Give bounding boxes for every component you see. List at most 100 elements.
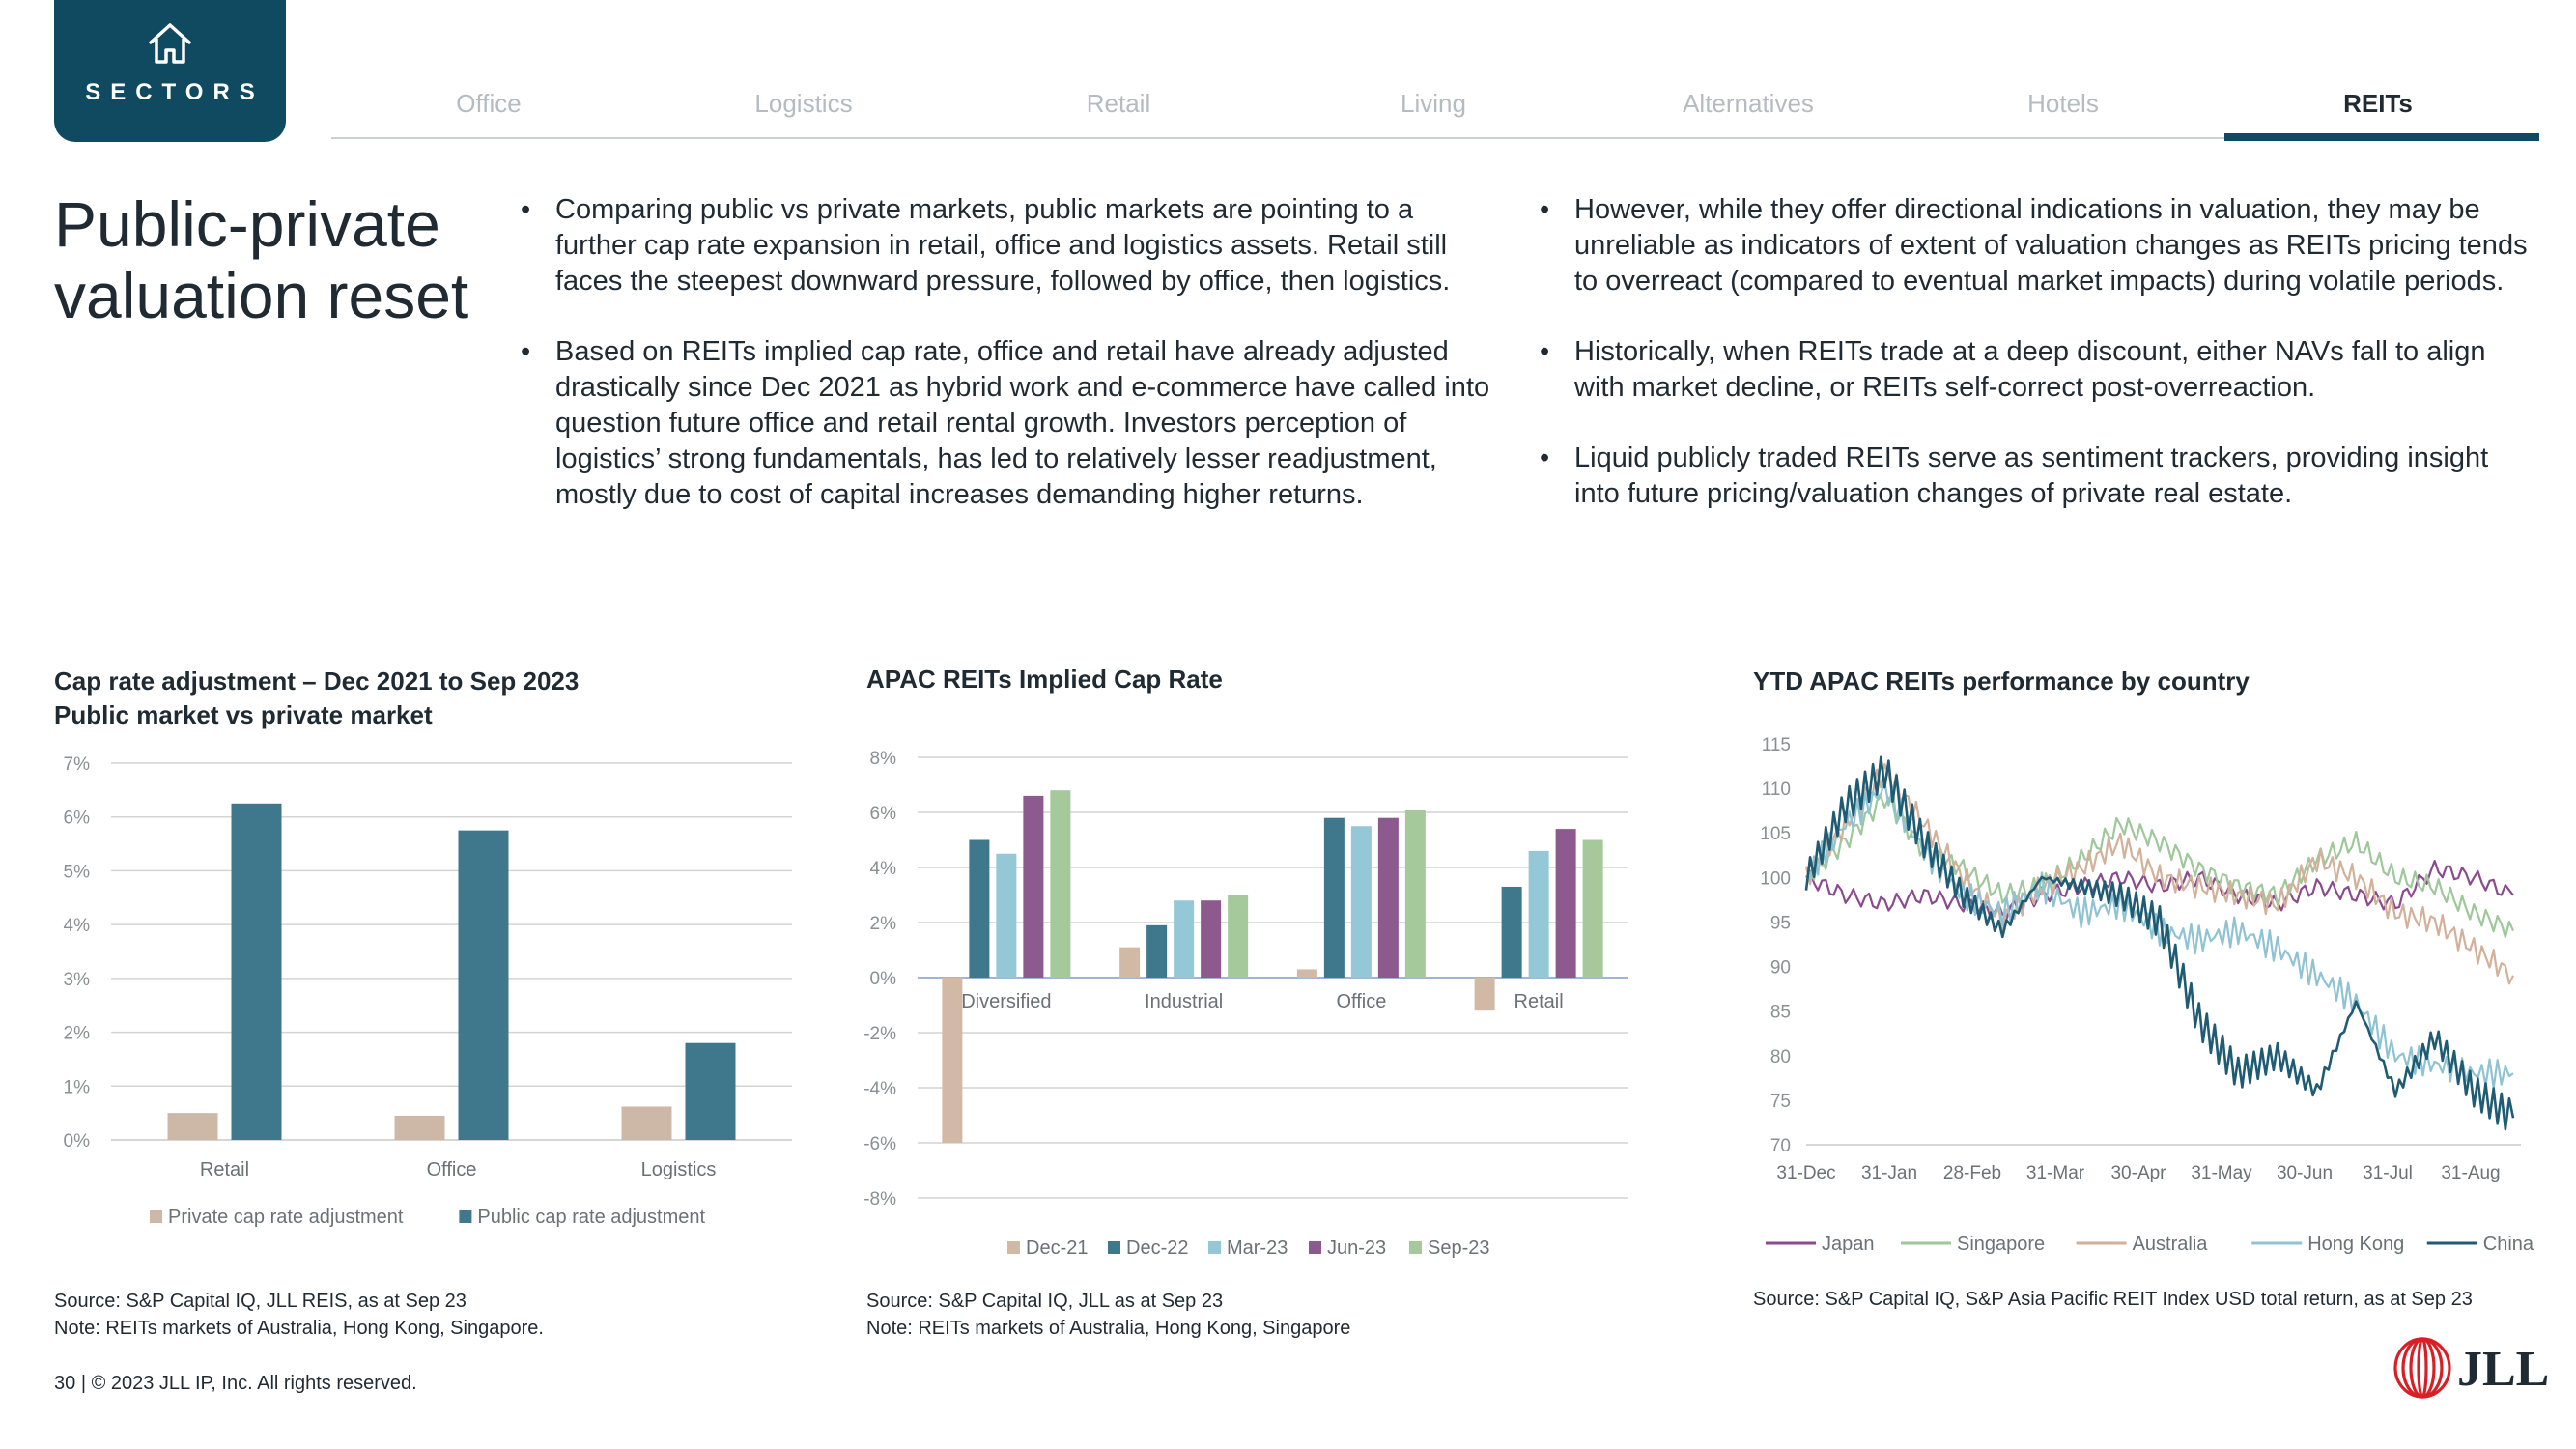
legend-label: Australia bbox=[2133, 1234, 2209, 1255]
x-tick-label: 31-Mar bbox=[2026, 1163, 2085, 1183]
y-tick-label: 8% bbox=[870, 749, 897, 769]
legend-label: Public cap rate adjustment bbox=[477, 1207, 705, 1228]
tab-hotels[interactable]: Hotels bbox=[2027, 89, 2099, 118]
x-tick-label: 28-Feb bbox=[1943, 1163, 2001, 1183]
bar bbox=[394, 1115, 445, 1140]
legend-label: Singapore bbox=[1957, 1234, 2045, 1255]
y-tick-label: 3% bbox=[64, 970, 91, 990]
y-tick-label: 110 bbox=[1762, 780, 1791, 800]
y-tick-label: 90 bbox=[1770, 958, 1791, 979]
bar bbox=[1528, 850, 1549, 978]
y-tick-label: 80 bbox=[1770, 1047, 1791, 1067]
bar bbox=[1377, 817, 1399, 978]
bar bbox=[458, 830, 509, 1140]
tab-reits[interactable]: REITs bbox=[2343, 89, 2413, 118]
legend-swatch bbox=[1108, 1241, 1120, 1254]
y-tick-label: 0% bbox=[64, 1131, 91, 1151]
footer: 30 | © 2023 JLL IP, Inc. All rights rese… bbox=[54, 1373, 417, 1395]
legend-swatch bbox=[1007, 1241, 1020, 1254]
x-tick-label: Diversified bbox=[961, 991, 1051, 1012]
y-tick-label: -4% bbox=[863, 1079, 896, 1099]
bar bbox=[621, 1106, 672, 1140]
y-tick-label: 6% bbox=[64, 809, 91, 829]
chart3-ytd-reits-performance: 70 75 80 85 90 95 100 105 110 115 31-Dec 31-Jan 28-F… bbox=[1760, 735, 2534, 1255]
y-tick-label: -2% bbox=[863, 1024, 896, 1044]
legend-swatch bbox=[1409, 1241, 1422, 1254]
y-tick-label: 115 bbox=[1762, 735, 1791, 755]
legend-swatch bbox=[1309, 1241, 1321, 1254]
chart2-source-line: Source: S&P Capital IQ, JLL as at Sep 23 bbox=[866, 1291, 1224, 1312]
chart1-note-line: Note: REITs markets of Australia, Hong K… bbox=[54, 1318, 544, 1339]
x-tick-label: 31-May bbox=[2191, 1163, 2252, 1183]
bar bbox=[942, 978, 963, 1143]
bar bbox=[1050, 790, 1071, 978]
y-tick-label: 5% bbox=[64, 862, 91, 882]
jll-logo-text: JLL bbox=[2457, 1342, 2550, 1397]
series-line bbox=[1804, 763, 2514, 985]
tab-alternatives[interactable]: Alternatives bbox=[1683, 89, 1814, 118]
y-tick-label: 1% bbox=[64, 1077, 91, 1097]
x-tick-label: Office bbox=[427, 1159, 477, 1180]
footer-separator: | bbox=[80, 1373, 92, 1394]
bar bbox=[1119, 947, 1141, 978]
series-line bbox=[1804, 755, 2515, 1131]
bar bbox=[1501, 886, 1522, 978]
tab-retail[interactable]: Retail bbox=[1086, 89, 1151, 118]
chart2-source: Source: S&P Capital IQ, JLL as at Sep 23… bbox=[866, 1288, 1350, 1342]
tab-divider bbox=[331, 137, 2538, 139]
bar bbox=[1555, 829, 1576, 978]
x-tick-label: 30-Jun bbox=[2277, 1163, 2333, 1183]
y-tick-label: 4% bbox=[64, 916, 91, 936]
chart2-note-line: Note: REITs markets of Australia, Hong K… bbox=[866, 1318, 1351, 1339]
legend-label: Private cap rate adjustment bbox=[168, 1207, 404, 1228]
bullet-item: Based on REITs implied cap rate, office … bbox=[517, 334, 1492, 513]
tab-logistics[interactable]: Logistics bbox=[754, 89, 853, 118]
x-tick-label: Retail bbox=[200, 1159, 249, 1180]
bar bbox=[1582, 839, 1603, 978]
jll-logo: JLL bbox=[2390, 1335, 2549, 1407]
y-tick-label: 70 bbox=[1770, 1136, 1791, 1156]
chart2-title: APAC REITs Implied Cap Rate bbox=[866, 665, 1223, 694]
sectors-badge[interactable]: SECTORS bbox=[54, 0, 286, 142]
home-icon bbox=[149, 23, 191, 64]
bar bbox=[1174, 900, 1195, 978]
bullet-list-left: Comparing public vs private markets, pub… bbox=[517, 192, 1492, 548]
y-tick-label: -6% bbox=[863, 1134, 896, 1154]
bar bbox=[1474, 978, 1495, 1011]
x-tick-label: 30-Apr bbox=[2110, 1163, 2166, 1183]
bullet-item: However, while they offer directional in… bbox=[1536, 192, 2540, 299]
legend-swatch bbox=[150, 1210, 162, 1223]
bar bbox=[996, 853, 1017, 978]
legend-label: Japan bbox=[1822, 1234, 1875, 1255]
bar bbox=[1023, 795, 1044, 978]
page-number: 30 bbox=[54, 1373, 76, 1394]
legend-label: Dec-22 bbox=[1126, 1237, 1188, 1259]
tab-active-indicator bbox=[2224, 133, 2539, 141]
legend-swatch bbox=[459, 1210, 472, 1223]
bar bbox=[1201, 900, 1222, 978]
legend-label: Hong Kong bbox=[2307, 1234, 2404, 1255]
chart3-source: Source: S&P Capital IQ, S&P Asia Pacific… bbox=[1753, 1286, 2473, 1313]
legend-label: Sep-23 bbox=[1428, 1237, 1490, 1259]
chart1-source-line: Source: S&P Capital IQ, JLL REIS, as at … bbox=[54, 1291, 467, 1312]
tab-office[interactable]: Office bbox=[456, 89, 522, 118]
chart1-title: Cap rate adjustment – Dec 2021 to Sep 20… bbox=[54, 665, 579, 732]
x-tick-label: 31-Jul bbox=[2363, 1163, 2413, 1183]
bar bbox=[1350, 826, 1372, 978]
bullet-item: Comparing public vs private markets, pub… bbox=[517, 192, 1492, 299]
y-tick-label: 85 bbox=[1770, 1003, 1791, 1023]
chart1-cap-rate-adjustment: 0% 1% 2% 3% 4% 5% 6% 7% Retail Office Logistics Pri… bbox=[64, 754, 792, 1228]
page-title: Public-private valuation reset bbox=[54, 188, 498, 331]
bar bbox=[1146, 924, 1168, 978]
sectors-label: SECTORS bbox=[85, 79, 265, 105]
legend-label: Mar-23 bbox=[1227, 1237, 1288, 1259]
x-tick-label: Office bbox=[1336, 991, 1386, 1012]
chart3-source-line: Source: S&P Capital IQ, S&P Asia Pacific… bbox=[1753, 1289, 2473, 1310]
bullet-item: Liquid publicly traded REITs serve as se… bbox=[1536, 440, 2540, 512]
y-tick-label: 75 bbox=[1770, 1092, 1791, 1112]
bullet-item: Historically, when REITs trade at a deep… bbox=[1536, 334, 2540, 406]
bar bbox=[1296, 969, 1317, 978]
legend-swatch bbox=[1208, 1241, 1221, 1254]
y-tick-label: 4% bbox=[870, 859, 897, 879]
tab-living[interactable]: Living bbox=[1401, 89, 1466, 118]
